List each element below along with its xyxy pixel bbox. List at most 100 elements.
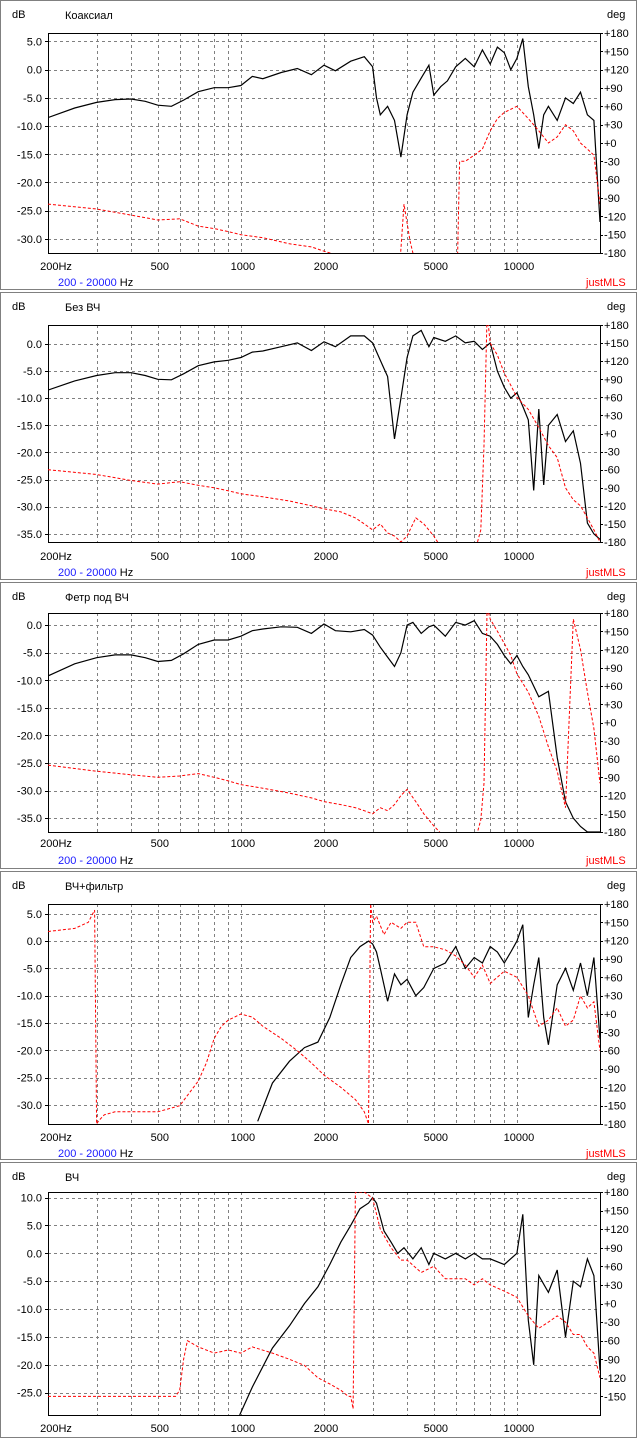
phase-tick-label: -60 — [604, 465, 620, 477]
phase-tick-label: +90 — [604, 1243, 623, 1255]
grid — [48, 33, 600, 253]
phase-tick-label: +180 — [604, 608, 629, 620]
frequency-range: 200 - 20000 Hz — [58, 277, 133, 289]
y-tick-label: -10.0 — [17, 675, 42, 687]
phase-tick-label: -120 — [604, 1082, 626, 1094]
range-from: 200 — [58, 1148, 77, 1160]
range-from: 200 — [58, 277, 77, 289]
x-tick-label: 5000 — [424, 261, 448, 273]
range-separator: - — [76, 1148, 87, 1160]
y-tick-label: -5.0 — [23, 366, 42, 378]
range-separator: - — [76, 277, 87, 289]
x-tick-label: 500 — [151, 261, 169, 273]
y-tick-label: -30.0 — [17, 1100, 42, 1112]
phase-tick-label: -120 — [604, 791, 626, 803]
phase-series-line — [48, 904, 600, 1124]
range-separator: - — [76, 567, 87, 579]
range-unit: Hz — [116, 1148, 134, 1160]
brand-label: justMLS — [586, 567, 626, 579]
range-unit: Hz — [116, 855, 134, 867]
y-tick-label: -10.0 — [17, 393, 42, 405]
chart-panel-5: 10.0 5.0 0.0 -5.0 -10.0 -15.0 -20.0 -25.0 +180 +1… — [0, 1162, 637, 1438]
grid — [48, 325, 600, 542]
phase-axis-unit: deg — [607, 880, 626, 892]
y-tick-label: -20.0 — [17, 1360, 42, 1372]
phase-series-line — [48, 1192, 600, 1409]
chart-title: Фетр под ВЧ — [65, 592, 129, 604]
phase-tick-label: +30 — [604, 699, 623, 711]
y-tick-label: -5.0 — [23, 1276, 42, 1288]
y-tick-label: -20.0 — [17, 1045, 42, 1057]
y-tick-label: -5.0 — [23, 93, 42, 105]
phase-axis-unit: deg — [607, 301, 626, 313]
phase-tick-label: -120 — [604, 1373, 626, 1385]
phase-tick-label: +0 — [604, 429, 617, 441]
phase-tick-label: +120 — [604, 936, 629, 948]
chart-title: Без ВЧ — [65, 302, 101, 314]
y-tick-label: 10.0 — [21, 1193, 42, 1205]
phase-tick-label: +30 — [604, 1280, 623, 1292]
y-tick-label: -25.0 — [17, 758, 42, 770]
chart-svg: 5.0 0.0 -5.0 -10.0 -15.0 -20.0 -25.0 -30.0 +180 +… — [0, 0, 637, 290]
x-tick-label: 500 — [151, 1132, 169, 1144]
phase-tick-label: +90 — [604, 954, 623, 966]
phase-tick-label: +0 — [604, 1009, 617, 1021]
y-tick-label: -25.0 — [17, 1073, 42, 1085]
panel-frame — [0, 0, 637, 290]
y-tick-label: -30.0 — [17, 786, 42, 798]
phase-tick-label: +150 — [604, 46, 629, 58]
y-tick-label: -10.0 — [17, 1304, 42, 1316]
y-axis-unit: dB — [12, 1171, 26, 1183]
y-tick-label: 5.0 — [27, 909, 42, 921]
chart-panel-1: 5.0 0.0 -5.0 -10.0 -15.0 -20.0 -25.0 -30.0 +180 +… — [0, 0, 637, 290]
phase-tick-label: -150 — [604, 519, 626, 531]
phase-tick-label: +180 — [604, 28, 629, 40]
chart-panel-3: 0.0 -5.0 -10.0 -15.0 -20.0 -25.0 -30.0 -35.0 +18… — [0, 582, 637, 869]
y-tick-label: -15.0 — [17, 1332, 42, 1344]
phase-series-line — [48, 325, 600, 542]
y-tick-label: -30.0 — [17, 234, 42, 246]
x-tick-label: 1000 — [231, 551, 255, 563]
phase-tick-label: +30 — [604, 991, 623, 1003]
y-tick-label: 0.0 — [27, 620, 42, 632]
phase-axis-unit: deg — [607, 1171, 626, 1183]
y-tick-label: -20.0 — [17, 177, 42, 189]
brand-label: justMLS — [586, 1148, 626, 1160]
phase-tick-label: +120 — [604, 65, 629, 77]
phase-tick-label: +30 — [604, 120, 623, 132]
frequency-range: 200 - 20000 Hz — [58, 855, 133, 867]
y-tick-label: -35.0 — [17, 529, 42, 541]
x-tick-label: 10000 — [504, 551, 535, 563]
brand-label: justMLS — [586, 855, 626, 867]
x-tick-label: 200Hz — [40, 261, 72, 273]
x-tick-label: 1000 — [231, 1423, 255, 1435]
phase-tick-label: +180 — [604, 1187, 629, 1199]
magnitude-series-line — [257, 924, 600, 1122]
range-unit: Hz — [116, 567, 134, 579]
range-to: 20000 — [86, 567, 117, 579]
x-tick-label: 200Hz — [40, 1423, 72, 1435]
y-tick-label: 0.0 — [27, 936, 42, 948]
phase-tick-label: -90 — [604, 483, 620, 495]
phase-tick-label: -30 — [604, 156, 620, 168]
chart-title: ВЧ+фильтр — [65, 881, 124, 893]
y-axis-unit: dB — [12, 301, 26, 313]
x-tick-label: 500 — [151, 551, 169, 563]
x-tick-label: 5000 — [424, 838, 448, 850]
y-axis-unit: dB — [12, 591, 26, 603]
y-tick-label: -20.0 — [17, 730, 42, 742]
phase-tick-label: -180 — [604, 827, 626, 839]
phase-tick-label: +180 — [604, 899, 629, 911]
phase-tick-label: -90 — [604, 1064, 620, 1076]
phase-tick-label: -90 — [604, 1354, 620, 1366]
phase-tick-label: -120 — [604, 501, 626, 513]
y-tick-label: -15.0 — [17, 149, 42, 161]
phase-tick-label: +180 — [604, 320, 629, 332]
x-tick-label: 5000 — [424, 1132, 448, 1144]
phase-tick-label: +60 — [604, 392, 623, 404]
phase-tick-label: +0 — [604, 138, 617, 150]
y-tick-label: 5.0 — [27, 1220, 42, 1232]
x-tick-label: 10000 — [504, 261, 535, 273]
y-tick-label: 0.0 — [27, 65, 42, 77]
phase-tick-label: -60 — [604, 175, 620, 187]
